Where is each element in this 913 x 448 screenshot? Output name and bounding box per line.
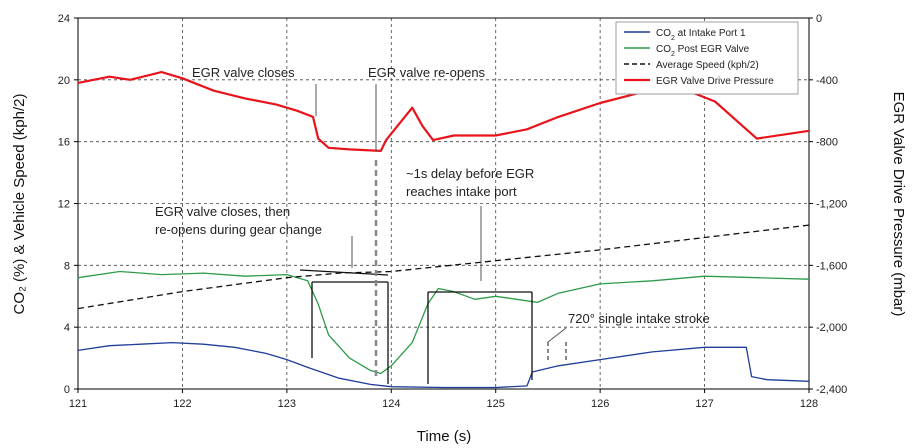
y-tick-label: 12	[58, 199, 70, 211]
legend-box	[615, 21, 799, 95]
y-tick-label: 8	[64, 260, 70, 272]
legend-label: CO2 at Intake Port 1	[656, 28, 746, 42]
x-tick-label: 122	[173, 398, 191, 410]
y2-axis-title: EGR Valve Drive Pressure (mbar)	[890, 92, 907, 317]
x-axis-ticks: 121 122 123 124 125 126 127 128	[69, 389, 818, 410]
annotation-text: reaches intake port	[406, 184, 517, 199]
y-axis-title: CO₂ (%) & Vehicle Speed (kph/2)	[11, 94, 28, 315]
series-line-2	[77, 224, 810, 310]
annotation-text: 720° single intake stroke	[568, 311, 710, 326]
y-axis-ticks: 0 4 8 12 16 20 24	[58, 13, 78, 396]
y2-tick-label: -800	[816, 137, 838, 149]
series-line-1	[77, 270, 810, 375]
series-line-3	[77, 70, 810, 152]
x-tick-label: 128	[800, 398, 818, 410]
x-tick-label: 121	[69, 398, 87, 410]
y2-tick-label: -2,400	[816, 384, 847, 396]
y2-axis-ticks: 0 -400 -800 -1,200 -1,600 -2,000 -2,400	[809, 13, 847, 396]
y-tick-label: 20	[58, 75, 70, 87]
speed-guide	[299, 269, 389, 276]
annotation-leader	[547, 327, 567, 343]
x-axis-title: Time (s)	[417, 428, 471, 445]
y2-tick-label: 0	[816, 13, 822, 25]
y-tick-label: 4	[64, 322, 70, 334]
x-tick-label: 127	[695, 398, 713, 410]
y-tick-label: 0	[64, 384, 70, 396]
x-tick-label: 124	[382, 398, 400, 410]
series-line-0	[77, 341, 810, 389]
legend: CO2 at Intake Port 1 CO2 Post EGR Valve Av…	[615, 21, 799, 95]
series-lines	[77, 70, 810, 389]
annotation-text: EGR valve closes, then	[155, 204, 290, 219]
y2-tick-label: -2,000	[816, 322, 847, 334]
x-tick-label: 126	[591, 398, 609, 410]
annotation-text: ~1s delay before EGR	[406, 166, 534, 181]
annotation-text: re-opens during gear change	[155, 222, 322, 237]
y2-tick-label: -1,200	[816, 199, 847, 211]
y-tick-label: 24	[58, 13, 70, 25]
x-tick-label: 123	[278, 398, 296, 410]
y2-tick-label: -400	[816, 75, 838, 87]
y2-tick-label: -1,600	[816, 260, 847, 272]
annotation-text: EGR valve re-opens	[368, 65, 486, 80]
legend-label: EGR Valve Drive Pressure	[656, 76, 774, 87]
annotation-text: EGR valve closes	[192, 65, 295, 80]
annotations: EGR valve closes EGR valve re-opens ~1s de…	[155, 65, 710, 384]
legend-label: Average Speed (kph/2)	[656, 60, 759, 71]
x-tick-label: 125	[487, 398, 505, 410]
y-tick-label: 16	[58, 137, 70, 149]
legend-label: CO2 Post EGR Valve	[656, 44, 750, 58]
